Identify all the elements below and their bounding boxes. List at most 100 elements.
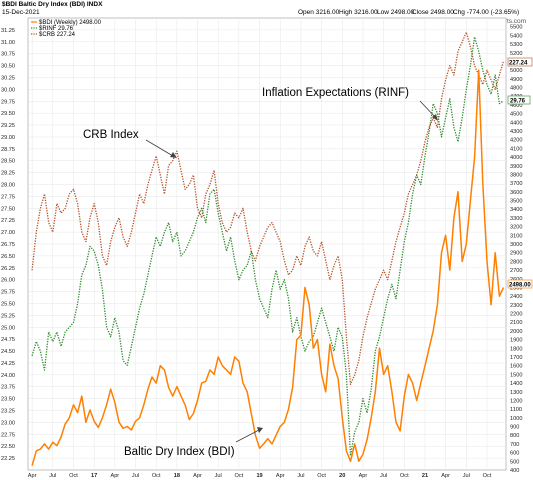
left-tick-label: 24.50 bbox=[1, 349, 15, 355]
left-tick-label: 30.75 bbox=[1, 52, 15, 58]
x-tick-label: Apr bbox=[28, 473, 37, 479]
quote-open: Open 3216.00 bbox=[298, 9, 340, 16]
left-tick-label: 22.75 bbox=[1, 432, 15, 438]
legend: $BDI (Weekly) 2498.00 $RINF 29.76 $CRB 2… bbox=[31, 20, 102, 38]
right-tick-label: 5200 bbox=[510, 51, 522, 57]
series-line-crb bbox=[31, 31, 505, 386]
legend-label-bdi: $BDI (Weekly) 2498.00 bbox=[39, 20, 102, 26]
x-tick-label: Jul bbox=[49, 473, 56, 479]
annotation-crb: CRB Index bbox=[83, 129, 139, 141]
right-tick-label: 2900 bbox=[510, 251, 522, 257]
x-tick-label: 17 bbox=[91, 473, 97, 479]
left-tick-label: 29.25 bbox=[1, 123, 15, 129]
left-tick-label: 25.75 bbox=[1, 290, 15, 296]
right-tick-label: 1800 bbox=[510, 346, 522, 352]
x-tick-label: Apr bbox=[110, 473, 119, 479]
left-tick-label: 22.25 bbox=[1, 456, 15, 462]
right-tick-label: 3900 bbox=[510, 164, 522, 170]
right-tick-label: 1200 bbox=[510, 398, 522, 404]
x-tick-label: Jul bbox=[132, 473, 139, 479]
last-value-box-crb bbox=[507, 57, 533, 67]
annotation-rinf: Inflation Expectations (RINF) bbox=[262, 87, 409, 99]
x-tick-label: Oct bbox=[235, 473, 244, 479]
right-tick-label: 4900 bbox=[510, 77, 522, 83]
annotation-rinf-arrow bbox=[419, 100, 437, 119]
chart-title: $BDI Baltic Dry Index (BDI) INDX bbox=[2, 1, 103, 8]
right-tick-label: 2300 bbox=[510, 303, 522, 309]
annotation-bdi: Baltic Dry Index (BDI) bbox=[124, 446, 235, 458]
right-tick-label: 5300 bbox=[510, 42, 522, 48]
annotation-bdi-arrowhead bbox=[257, 427, 263, 433]
left-tick-label: 26.50 bbox=[1, 254, 15, 260]
left-tick-label: 30.00 bbox=[1, 87, 15, 93]
right-tick-label: 2400 bbox=[510, 294, 522, 300]
left-tick-label: 27.00 bbox=[1, 230, 15, 236]
right-tick-label: 2200 bbox=[510, 312, 522, 318]
right-tick-label: 4100 bbox=[510, 146, 522, 152]
left-tick-label: 28.00 bbox=[1, 183, 15, 189]
right-tick-label: 3500 bbox=[510, 199, 522, 205]
legend-label-rinf: $RINF 29.76 bbox=[39, 26, 74, 32]
right-tick-label: 600 bbox=[510, 451, 519, 457]
right-tick-label: 5000 bbox=[510, 68, 522, 74]
left-tick-label: 26.75 bbox=[1, 242, 15, 248]
right-tick-label: 2700 bbox=[510, 268, 522, 274]
last-value-bdi: 2498.00 bbox=[509, 283, 531, 289]
right-tick-label: 500 bbox=[510, 459, 519, 465]
x-tick-label: Oct bbox=[152, 473, 161, 479]
left-tick-label: 23.25 bbox=[1, 409, 15, 415]
left-tick-label: 26.25 bbox=[1, 266, 15, 272]
left-tick-label: 28.50 bbox=[1, 159, 15, 165]
right-tick-label: 1500 bbox=[510, 372, 522, 378]
left-tick-label: 24.75 bbox=[1, 337, 15, 343]
right-tick-label: 3800 bbox=[510, 172, 522, 178]
right-tick-label: 3000 bbox=[510, 242, 522, 248]
right-tick-label: 4800 bbox=[510, 86, 522, 92]
annotation-bdi-arrow bbox=[235, 429, 260, 443]
right-tick-label: 3600 bbox=[510, 190, 522, 196]
x-tick-label: Apr bbox=[276, 473, 285, 479]
right-tick-label: 5400 bbox=[510, 33, 522, 39]
x-tick-label: Oct bbox=[400, 473, 409, 479]
left-tick-label: 22.50 bbox=[1, 444, 15, 450]
left-tick-label: 23.75 bbox=[1, 385, 15, 391]
right-tick-label: 900 bbox=[510, 425, 519, 431]
right-tick-label: 3300 bbox=[510, 216, 522, 222]
right-tick-label: 1100 bbox=[510, 407, 522, 413]
right-tick-label: 1600 bbox=[510, 364, 522, 370]
x-tick-label: Apr bbox=[441, 473, 450, 479]
right-tick-label: 2800 bbox=[510, 259, 522, 265]
right-tick-label: 2000 bbox=[510, 329, 522, 335]
left-tick-label: 24.25 bbox=[1, 361, 15, 367]
x-tick-label: Jul bbox=[380, 473, 387, 479]
right-tick-label: 1400 bbox=[510, 381, 522, 387]
left-tick-label: 25.25 bbox=[1, 313, 15, 319]
right-tick-label: 3200 bbox=[510, 225, 522, 231]
left-tick-label: 26.00 bbox=[1, 278, 15, 284]
right-tick-label: 2100 bbox=[510, 320, 522, 326]
x-tick-label: 19 bbox=[256, 473, 262, 479]
left-tick-label: 31.25 bbox=[1, 28, 15, 34]
chart-date: 15-Dec-2021 bbox=[2, 9, 40, 16]
series-line-rinf bbox=[31, 36, 504, 457]
right-tick-label: 3700 bbox=[510, 181, 522, 187]
right-tick-label: 400 bbox=[510, 468, 519, 474]
left-tick-label: 29.00 bbox=[1, 135, 15, 141]
annotation-crb-arrowhead bbox=[170, 152, 177, 158]
x-tick-label: 18 bbox=[174, 473, 180, 479]
legend-label-crb: $CRB 227.24 bbox=[39, 32, 76, 38]
x-tick-label: Oct bbox=[317, 473, 326, 479]
right-axis: 5500540053005200510050004900480047004600… bbox=[510, 25, 522, 474]
right-tick-label: 1900 bbox=[510, 338, 522, 344]
annotation-rinf-arrowhead bbox=[432, 114, 438, 121]
right-tick-label: 4000 bbox=[510, 155, 522, 161]
x-axis: Apr Jul Oct 17 Apr Jul Oct 18 Apr Jul Oct 19 Apr Jul O… bbox=[28, 473, 492, 479]
x-tick-label: Oct bbox=[483, 473, 492, 479]
last-value-box-rinf bbox=[507, 95, 531, 105]
left-tick-label: 24.00 bbox=[1, 373, 15, 379]
right-tick-label: 700 bbox=[510, 442, 519, 448]
x-tick-label: Jul bbox=[297, 473, 304, 479]
left-tick-label: 30.50 bbox=[1, 64, 15, 70]
last-value-rinf: 29.76 bbox=[510, 99, 526, 105]
